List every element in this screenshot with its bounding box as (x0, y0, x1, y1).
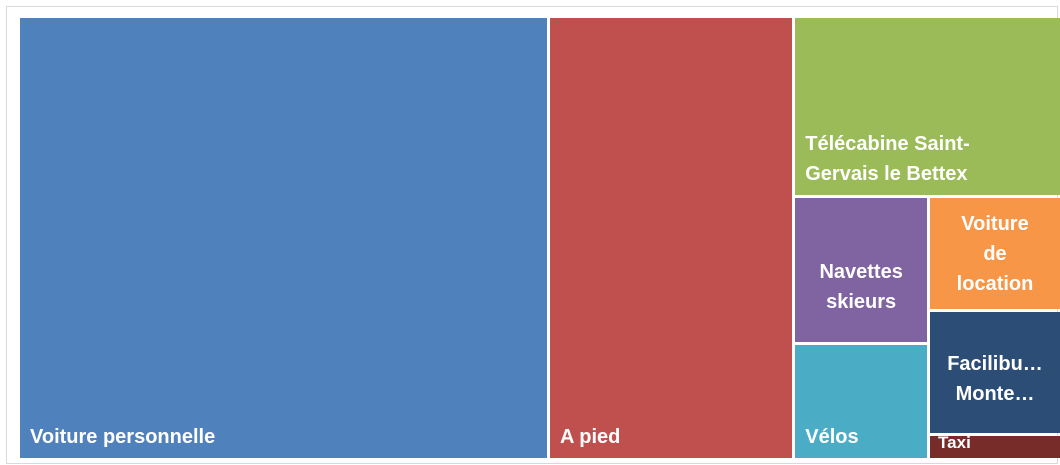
treemap-tile-navettes-skieurs: Navettes skieurs (795, 198, 928, 343)
treemap-label-navettes-skieurs: Navettes skieurs (819, 261, 903, 314)
treemap-label-voiture-personnelle: Voiture personnelle (30, 426, 216, 448)
treemap-tile-telecabine-saint-gervais-le-bettex: Télécabine Saint- Gervais le Bettex (795, 18, 1060, 196)
treemap-tile-voiture-personnelle: Voiture personnelle (20, 18, 547, 458)
treemap-label-telecabine-saint-gervais-le-bettex: Télécabine Saint- Gervais le Bettex (805, 133, 970, 186)
treemap-tile-voiture-de-location: Voiture de location (930, 198, 1060, 310)
treemap-tile-taxi: Taxi (930, 436, 1060, 458)
treemap-label-taxi: Taxi (938, 436, 971, 453)
treemap-tile-velos: Vélos (795, 345, 928, 458)
treemap-tile-facilibus-montenvers: Facilibu… Monte… (930, 312, 1060, 434)
treemap-label-velos: Vélos (805, 425, 859, 448)
treemap-label-voiture-de-location: Voiture de location (956, 212, 1034, 295)
treemap-label-a-pied: A pied (560, 426, 621, 448)
treemap-tile-a-pied: A pied (550, 18, 793, 458)
treemap-label-facilibus-montenvers: Facilibu… Monte… (947, 352, 1043, 405)
